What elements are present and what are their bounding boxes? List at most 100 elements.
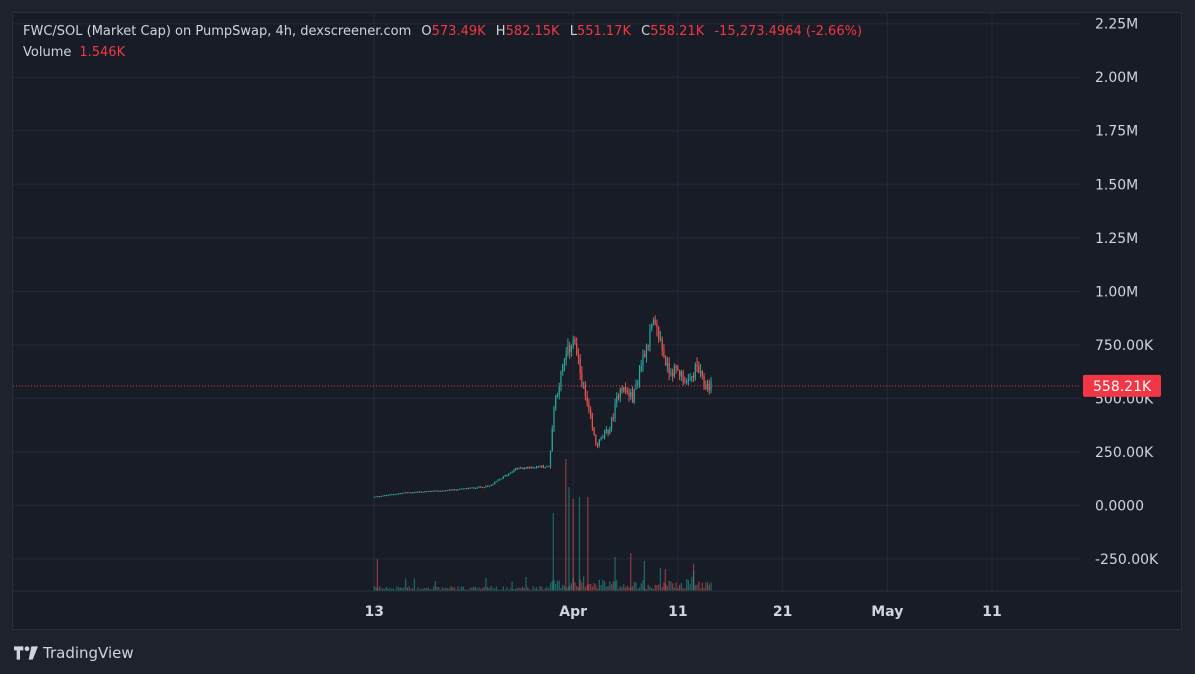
volume-bar [537,589,539,591]
volume-bar [408,586,410,591]
candle-body [652,320,655,326]
price-axis[interactable]: 2.25M2.00M1.75M1.50M1.25M1.00M750.00K500… [1095,17,1159,568]
price-tick-label: 1.00M [1095,284,1138,300]
time-tick-label: 11 [668,604,687,620]
volume-bar [565,459,567,591]
candle-body [551,428,553,452]
candle-body [699,370,702,374]
volume-bar [476,588,478,591]
candle-body [380,496,382,498]
candle-body [385,495,388,497]
volume-bar [539,586,541,591]
candle-body [544,467,546,469]
candle-body [460,488,463,490]
volume-bar [584,586,587,591]
volume-bar [485,578,487,591]
candle-body [474,488,477,490]
candle-body [399,493,402,495]
volume-bar [394,589,396,591]
candle-body [521,467,524,469]
candle-body [436,490,438,492]
volume-bar [373,586,375,591]
volume-label[interactable]: Volume [23,45,72,60]
candle-body [563,359,566,365]
volume-bar [436,586,438,591]
low-label: L [569,24,577,39]
volume-bar [612,581,614,591]
volume-bar [552,513,554,591]
candle-body [590,409,592,418]
volume-bar [535,587,538,591]
candle-body [481,486,484,488]
last-price-tag: 558.21K [1083,374,1161,397]
candle-body [553,407,555,429]
candle-body [701,370,703,376]
candle-body [398,493,400,495]
volume-bar [488,588,491,591]
candle-body [677,367,679,371]
last-price-tag-box [1083,374,1161,397]
volume-bar [659,568,662,591]
volume-bar [591,586,593,591]
candle-body [507,473,510,476]
volume-bar [501,589,503,591]
candle-body [485,485,487,488]
volume-bar [469,587,471,591]
candle-body [548,466,550,468]
candlestick-chart[interactable]: 2.25M2.00M1.75M1.50M1.25M1.00M750.00K500… [13,13,1182,630]
candle-body [673,365,676,376]
time-axis[interactable]: 13 Apr 11 21 May 11 [364,604,1001,620]
chart-frame[interactable]: 2.25M 2.00M 1.75M 1.50M 1.25M 1.00M 750.00K 500… [12,12,1182,630]
candle-body [492,483,494,485]
candle-body [647,345,649,347]
candle-body [708,383,710,391]
candle-body [450,489,452,491]
candle-body [403,492,405,494]
volume-bar [642,580,644,591]
volume-bar [446,588,449,591]
candle-body [694,364,696,378]
volume-bar [509,588,511,591]
candle-body [382,495,384,497]
candle-body [455,489,457,491]
price-tick-label: 2.25M [1095,17,1138,33]
volume-bar [579,579,581,591]
candle-body [654,320,656,324]
volume-bar [544,588,546,591]
volume-bar [387,588,389,591]
volume-bar [672,583,674,591]
volume-bar [460,586,463,591]
candle-body [431,491,433,493]
candle-body [633,388,635,403]
candle-body [469,487,471,489]
volume-bar [532,586,534,591]
volume-bar [675,582,677,591]
volume-bar [556,580,559,591]
tradingview-logo[interactable]: TradingView [14,643,134,663]
volume-bar [466,589,468,591]
volume-bar [392,588,395,591]
candle-body [593,427,595,435]
volume-bar [425,588,428,591]
volume-bar [406,587,409,591]
volume-bar [534,588,536,591]
candle-body [452,489,454,491]
symbol-title[interactable]: FWC/SOL (Market Cap) on PumpSwap, 4h, de… [23,24,412,39]
volume-bar [431,589,433,591]
candle-body [483,487,485,489]
candle-body [680,371,682,377]
candle-body [663,349,665,357]
volume-bar [448,588,450,591]
volume-bar [626,585,628,591]
candle-body [691,376,693,379]
volume-bar [661,586,663,591]
candle-body [607,429,609,434]
candle-body [513,469,515,473]
candle-body [530,467,532,469]
candle-body [619,388,621,398]
volume-bar [507,589,510,591]
candle-body [668,362,670,374]
candle-body [413,492,415,494]
candle-body [443,490,445,492]
volume-bar [549,583,552,591]
